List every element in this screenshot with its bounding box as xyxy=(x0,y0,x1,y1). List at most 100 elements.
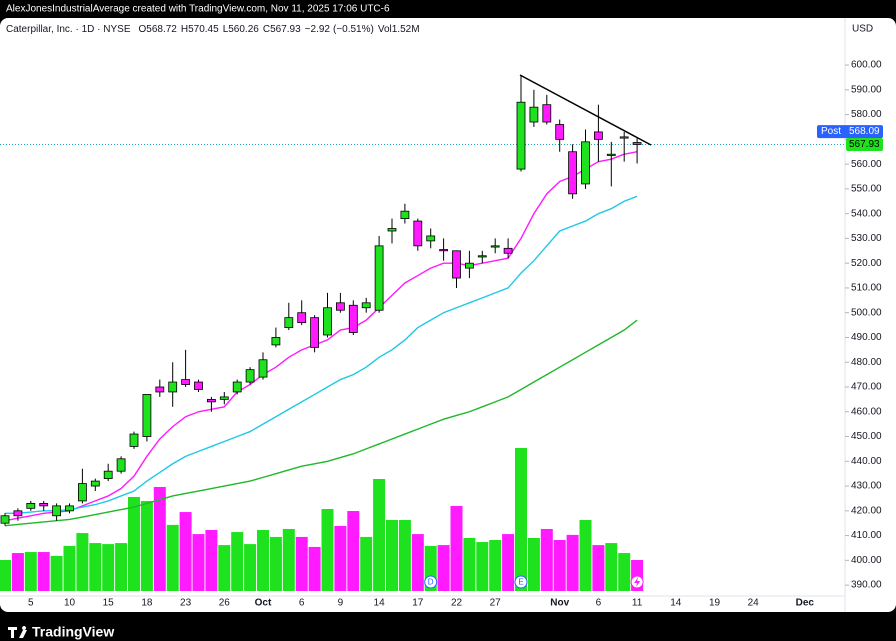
candle-body xyxy=(284,317,294,328)
header: AlexJonesIndustrialAverage created with … xyxy=(6,4,390,15)
legend-item: (−0.51%) xyxy=(333,24,374,35)
volume-bar xyxy=(450,505,463,591)
volume-bar xyxy=(553,540,566,591)
candle-body xyxy=(297,312,307,324)
volume-bar xyxy=(0,559,11,591)
volume-bar xyxy=(347,511,360,591)
candle-body xyxy=(129,433,139,447)
volume-bar xyxy=(24,552,37,591)
x-tick-label: 17 xyxy=(412,598,424,609)
candle-body xyxy=(103,470,113,480)
y-tick-label: 430.00 xyxy=(851,481,882,492)
x-tick-label: Nov xyxy=(550,598,569,609)
y-tick-label: 450.00 xyxy=(851,431,882,442)
volume-bar xyxy=(153,486,166,591)
volume-bar xyxy=(463,537,476,591)
candle-body xyxy=(619,136,629,139)
volume-bar xyxy=(411,534,424,591)
legend-item: C xyxy=(263,24,270,35)
volume-bar xyxy=(89,543,102,591)
candle-body xyxy=(516,101,526,170)
legend-item: L xyxy=(223,24,229,35)
volume-bar xyxy=(128,496,140,591)
event-label: E xyxy=(518,578,523,587)
candle-body xyxy=(632,142,642,145)
candle-body xyxy=(323,307,332,336)
trendline xyxy=(519,74,652,146)
candle-body xyxy=(206,398,216,403)
candle-body xyxy=(335,302,345,311)
candle-body xyxy=(52,505,61,517)
legend-item: Caterpillar, Inc. · 1D · NYSE xyxy=(6,24,131,35)
y-tick-label: 390.00 xyxy=(851,580,882,591)
y-tick-label: 470.00 xyxy=(851,382,882,393)
legend-item: −2.92 xyxy=(305,24,331,35)
legend: Caterpillar, Inc. · 1D · NYSE O568.72 H570… xyxy=(6,24,420,35)
event-marker xyxy=(424,575,438,589)
volume-bar xyxy=(231,532,244,591)
volume-bar xyxy=(579,520,592,591)
y-tick-label: 540.00 xyxy=(851,208,882,219)
y-tick-label: 400.00 xyxy=(851,555,882,566)
candle-body xyxy=(348,304,358,333)
candle-body xyxy=(464,262,474,269)
volume-bar xyxy=(244,544,257,591)
volume-bar xyxy=(540,528,553,591)
candle-body xyxy=(361,302,371,309)
candle-body xyxy=(258,359,268,378)
candle-body xyxy=(413,220,423,247)
y-tick-label: 530.00 xyxy=(851,233,882,244)
candle-body xyxy=(542,104,552,123)
volume-bar xyxy=(37,552,50,591)
y-tick-label: 490.00 xyxy=(851,332,882,343)
x-tick-label: Dec xyxy=(796,598,815,609)
x-tick-label: 27 xyxy=(490,598,502,609)
currency: USD xyxy=(852,24,873,35)
volume-bar xyxy=(308,546,321,591)
candle-body xyxy=(568,151,577,195)
candle-body xyxy=(439,249,449,252)
candle-body xyxy=(400,210,410,220)
candle-body xyxy=(374,245,384,311)
x-tick-label: Oct xyxy=(255,598,272,609)
volume-bar xyxy=(527,537,540,591)
volume-bar xyxy=(437,545,450,591)
candle-body xyxy=(0,515,10,524)
y-tick-label: 600.00 xyxy=(851,60,882,71)
volume-bar xyxy=(102,544,115,591)
volume-bar xyxy=(618,553,631,591)
x-tick-label: 18 xyxy=(141,598,153,609)
logo-mark xyxy=(8,626,27,638)
x-tick-label: 23 xyxy=(180,598,192,609)
volume-bar xyxy=(398,520,411,591)
volume-bar xyxy=(76,533,89,591)
legend-item: 560.26 xyxy=(228,24,259,35)
y-tick-label: 550.00 xyxy=(851,184,882,195)
volume-bar xyxy=(218,545,231,591)
volume-bar xyxy=(282,528,295,591)
volume-bar xyxy=(373,479,386,591)
candle-body xyxy=(219,396,229,400)
volume-bar xyxy=(605,543,618,591)
x-tick-label: 22 xyxy=(451,598,463,609)
candle-body xyxy=(26,502,36,509)
volume-bar xyxy=(192,534,205,591)
volume-bar xyxy=(386,520,398,591)
chart-panel xyxy=(0,18,896,612)
volume-bar xyxy=(269,536,282,591)
x-tick-label: 24 xyxy=(748,598,760,609)
moving-average xyxy=(4,319,638,527)
y-tick-label: 410.00 xyxy=(851,530,882,541)
x-tick-label: 14 xyxy=(670,598,682,609)
y-tick-label: 420.00 xyxy=(851,505,882,516)
volume-bar xyxy=(360,536,373,591)
volume-bar xyxy=(115,543,128,591)
volume-bar xyxy=(63,545,76,591)
last-price-label: 567.93 xyxy=(849,139,880,150)
candle-body xyxy=(606,153,616,156)
y-tick-label: 520.00 xyxy=(851,258,882,269)
volume-bar xyxy=(166,524,179,591)
candle-body xyxy=(168,381,178,393)
